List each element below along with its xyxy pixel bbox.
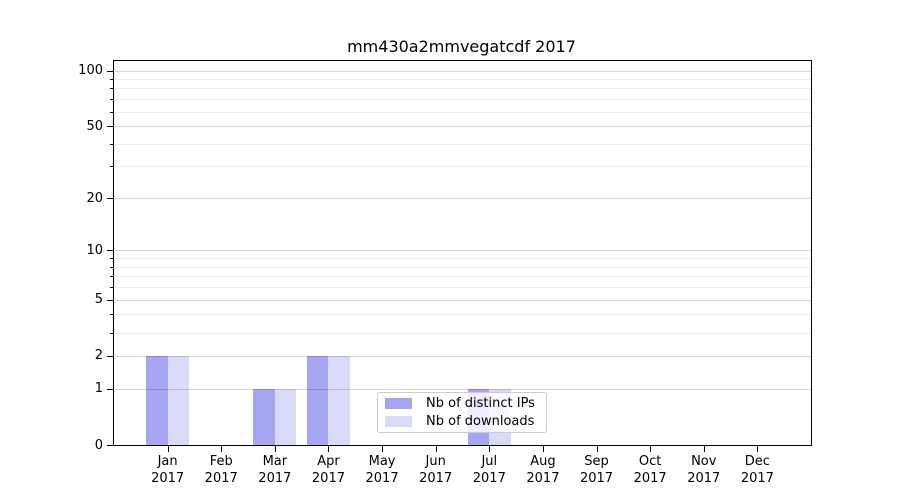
x-tick-mark [596,446,598,452]
legend-label-downloads: Nb of downloads [426,413,535,429]
y-minor-tick-mark [110,99,113,101]
x-tick-label: Jul 2017 [472,454,506,486]
x-tick-mark [167,446,169,452]
x-tick-mark [221,446,223,452]
y-minor-tick-mark [110,258,113,260]
grid-line-minor [114,314,811,316]
grid-line-major [114,70,811,72]
x-tick-mark [274,446,276,452]
x-tick-mark [489,446,491,452]
bar-downloads [328,355,350,445]
distinct-ips-swatch-icon [385,398,412,410]
x-tick-label: Nov 2017 [687,454,721,486]
y-minor-tick-mark [110,314,113,316]
grid-line-major [114,250,811,252]
bar-distinct-ips [253,388,275,445]
y-tick-mark [107,198,113,199]
y-tick-mark [107,250,113,252]
x-tick-label: Mar 2017 [258,454,292,486]
legend-row-distinct-ips: Nb of distinct IPs [385,395,538,413]
legend: Nb of distinct IPs Nb of downloads [377,392,547,433]
y-tick-label: 5 [94,292,103,308]
x-tick-label: Jun 2017 [419,454,453,486]
grid-line-major [114,355,811,357]
grid-line-minor [114,99,811,101]
legend-row-downloads: Nb of downloads [385,413,538,431]
x-tick-label: Dec 2017 [740,454,774,486]
y-tick-label: 50 [86,118,103,134]
bar-distinct-ips [146,355,168,445]
y-tick-mark [107,126,113,128]
y-minor-tick-mark [110,266,113,268]
y-tick-mark [107,445,113,446]
x-tick-label: May 2017 [365,454,399,486]
grid-line-minor [114,111,811,113]
grid-line-minor [114,88,811,90]
y-tick-label: 0 [94,437,103,453]
y-minor-tick-mark [110,143,113,145]
x-tick-label: Apr 2017 [311,454,345,486]
bar-downloads [167,355,190,445]
y-minor-tick-mark [110,111,113,113]
x-tick-mark [435,446,437,452]
x-tick-label: Oct 2017 [633,454,667,486]
y-tick-label: 100 [78,63,103,79]
bar-distinct-ips [306,355,329,445]
y-tick-label: 2 [94,348,103,364]
y-tick-label: 1 [94,381,103,397]
x-tick-mark [382,446,384,452]
y-tick-mark [107,388,113,390]
y-tick-label: 10 [86,242,103,258]
x-tick-label: Jan 2017 [151,454,185,486]
y-tick-mark [107,299,113,301]
y-tick-mark [107,70,113,72]
downloads-swatch-icon [385,415,412,427]
y-tick-label: 20 [86,190,103,206]
grid-line-minor [114,332,811,334]
plot-area [113,60,812,446]
y-minor-tick-mark [110,332,113,334]
y-minor-tick-mark [110,276,113,278]
x-tick-mark [757,446,759,452]
grid-line-major [114,388,811,390]
y-minor-tick-mark [110,79,113,81]
grid-line-minor [114,287,811,289]
x-tick-label: Sep 2017 [579,454,614,486]
grid-line-minor [114,79,811,81]
grid-line-major [114,299,811,301]
chart-title: mm430a2mmvegatcdf 2017 [347,37,576,56]
x-tick-mark [542,446,544,452]
x-tick-mark [703,446,705,452]
grid-line-minor [114,166,811,168]
grid-line-minor [114,276,811,278]
grid-line-major [114,198,811,199]
x-tick-label: Feb 2017 [204,454,238,486]
grid-line-minor [114,258,811,260]
y-tick-mark [107,355,113,357]
y-minor-tick-mark [110,287,113,289]
legend-label-distinct-ips: Nb of distinct IPs [426,396,535,412]
grid-line-minor [114,143,811,145]
x-tick-mark [328,446,330,452]
x-tick-label: Aug 2017 [526,454,560,486]
x-tick-mark [650,446,652,452]
grid-line-major [114,126,811,128]
grid-line-minor [114,266,811,268]
y-minor-tick-mark [110,88,113,90]
y-minor-tick-mark [110,166,113,168]
bar-downloads [274,388,297,445]
